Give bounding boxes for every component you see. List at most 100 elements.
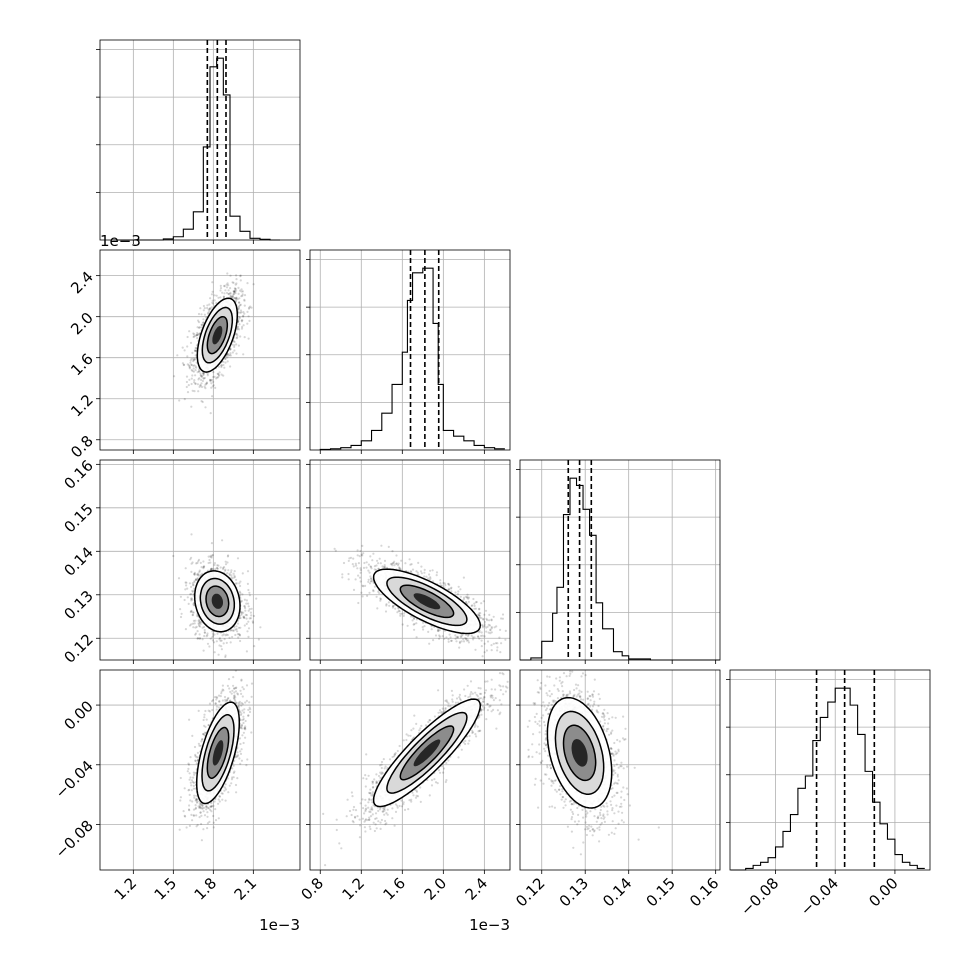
scatter-point [233,297,236,300]
scatter-point [228,573,231,577]
scatter-point [191,369,194,373]
scatter-point [238,316,242,319]
scatter-point [187,384,190,387]
scatter-point [231,281,234,284]
scatter-point [213,375,216,378]
scatter-point [385,604,388,607]
scatter-point [245,602,248,605]
scatter-point [247,602,250,605]
scatter-point [194,382,197,385]
scatter-point [460,634,464,637]
scatter-point [224,361,227,364]
scatter-point [409,570,412,573]
scatter-point [370,580,373,583]
scatter-point [361,544,364,548]
scatter-point [198,624,201,628]
scatter-point [202,565,205,568]
scatter-point [352,588,356,592]
scatter-point [371,559,374,562]
scatter-point [359,571,362,574]
scatter-point [477,614,481,617]
scatter-point [372,552,375,555]
scatter-point [248,594,251,597]
scatter-point [239,275,242,278]
scatter-point [247,605,250,608]
scatter-point [409,563,412,566]
scatter-point [219,284,222,287]
scatter-point [210,386,213,389]
scatter-point [217,373,220,376]
scatter-point [460,636,463,639]
scatter-point [201,321,205,324]
scatter-point [211,630,214,633]
scatter-point [241,325,244,328]
scatter-point [194,349,197,353]
panel-frame [309,249,511,451]
scatter-point [349,556,353,559]
scatter-point [234,582,237,585]
scatter-point [194,619,197,622]
scatter-point [370,577,373,580]
pair-panel-2-1 [309,459,511,661]
scatter-point [217,296,220,299]
scatter-point [226,561,229,564]
scatter-point [357,562,360,565]
scatter-point [238,328,241,331]
scatter-point [431,569,434,572]
scatter-point [490,619,493,622]
scatter-point [196,333,199,336]
scatter-point [347,578,350,581]
scatter-point [212,568,215,571]
scatter-point [229,629,232,632]
scatter-point [439,582,442,585]
scatter-point [234,283,237,286]
scatter-point [226,354,229,357]
scatter-point [238,305,241,308]
scatter-point [234,288,237,291]
scatter-point [199,384,202,387]
scatter-point [214,568,217,571]
scatter-point [196,577,199,580]
scatter-point [241,290,244,293]
scatter-point [373,585,376,588]
scatter-point [415,622,418,625]
scatter-point [235,296,238,299]
scatter-point [190,599,193,602]
scatter-point [368,571,371,574]
scatter-point [206,374,209,377]
scatter-point [224,357,227,360]
scatter-point [251,621,255,624]
scatter-point [209,379,212,382]
scatter-point [187,364,190,367]
scatter-point [190,597,193,600]
scatter-point [199,637,202,640]
scatter-point [197,560,200,563]
scatter-point [193,572,196,575]
scatter-point [378,557,381,560]
scatter-point [441,635,444,638]
scatter-point [442,581,445,585]
scatter-point [480,616,483,620]
scatter-point [253,645,256,648]
scatter-point [242,315,245,318]
scatter-point [217,365,220,368]
scatter-point [485,626,488,629]
scatter-point [377,567,380,570]
scatter-point [447,640,450,643]
scatter-point [200,375,203,378]
scatter-point [183,349,186,352]
scatter-point [185,380,188,384]
scatter-point [186,596,189,599]
scatter-point [209,554,212,558]
scatter-point [200,323,203,326]
scatter-point [220,648,223,651]
scatter-point [439,579,442,582]
scatter-point [198,637,201,640]
scatter-point [482,600,485,603]
scatter-point [400,559,403,562]
scatter-point [234,292,237,295]
scatter-point [412,623,415,626]
scatter-point [243,624,246,627]
scatter-point [237,292,240,295]
scatter-point [211,554,214,557]
